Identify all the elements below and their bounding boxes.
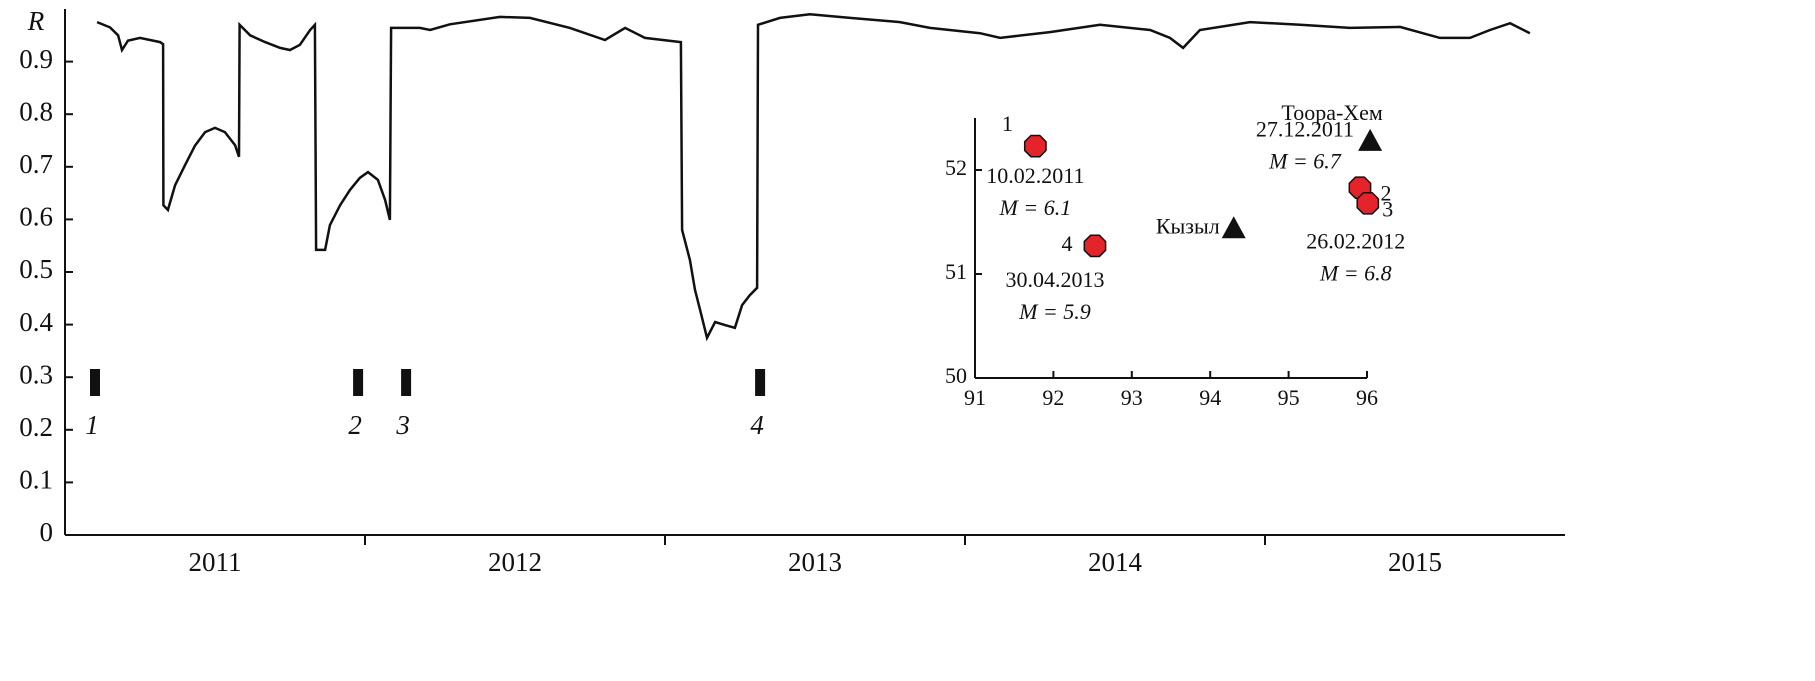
station-label: Кызыл bbox=[1156, 213, 1220, 238]
x-category-label: 2011 bbox=[189, 547, 242, 577]
y-axis-label: R bbox=[27, 6, 45, 36]
epicenter-label: 4 bbox=[1061, 231, 1072, 256]
epicenter-date: 27.12.2011 bbox=[1256, 117, 1354, 142]
inset-x-tick-label: 95 bbox=[1278, 385, 1300, 410]
y-tick-label: 0.9 bbox=[19, 44, 53, 74]
y-tick-label: 0 bbox=[40, 517, 54, 547]
inset-y-tick-label: 52 bbox=[945, 155, 967, 180]
x-category-label: 2015 bbox=[1388, 547, 1442, 577]
epicenter-date: 30.04.2013 bbox=[1005, 267, 1104, 292]
y-tick-label: 0.7 bbox=[19, 149, 53, 179]
event-label: 2 bbox=[348, 410, 362, 440]
epicenter-label: 2 bbox=[1380, 181, 1391, 206]
epicenter-date: 10.02.2011 bbox=[986, 163, 1084, 188]
inset-x-tick-label: 91 bbox=[964, 385, 986, 410]
y-tick-label: 0.5 bbox=[19, 254, 53, 284]
epicenter bbox=[1083, 234, 1107, 258]
inset-chart: 91 92 93 94 95 96 50 51 52 1 10.02.2011 M = 6.1 2 27.… bbox=[945, 100, 1405, 410]
inset-x-tick-label: 92 bbox=[1042, 385, 1064, 410]
x-category-label: 2013 bbox=[788, 547, 842, 577]
inset-y-tick-label: 50 bbox=[945, 363, 967, 388]
station bbox=[1221, 216, 1246, 239]
x-category-label: 2012 bbox=[488, 547, 542, 577]
y-tick-label: 0.6 bbox=[19, 202, 53, 232]
y-tick-label: 0.1 bbox=[19, 465, 53, 495]
inset-y-tick-label: 51 bbox=[945, 259, 967, 284]
data-line bbox=[96, 13, 1531, 342]
y-tick-label: 0.3 bbox=[19, 359, 53, 389]
station-label: Тоора-Хем bbox=[1281, 100, 1383, 125]
y-tick-label: 0.8 bbox=[19, 96, 53, 126]
event-marker bbox=[755, 369, 766, 396]
epicenter bbox=[1356, 191, 1380, 215]
inset-x-tick-label: 94 bbox=[1199, 385, 1221, 410]
event-marker bbox=[401, 369, 412, 396]
event-marker bbox=[353, 369, 364, 396]
y-tick-label: 0.2 bbox=[19, 412, 53, 442]
event-label: 4 bbox=[750, 410, 764, 440]
epicenter-magnitude: M = 6.8 bbox=[1319, 260, 1392, 285]
epicenter-date: 26.02.2012 bbox=[1306, 228, 1405, 253]
epicenter-label: 3 bbox=[1382, 196, 1393, 221]
event-label: 3 bbox=[395, 410, 410, 440]
event-label: 1 bbox=[85, 410, 99, 440]
epicenter-magnitude: M = 6.7 bbox=[1268, 149, 1342, 174]
epicenter-label: 1 bbox=[1002, 111, 1013, 136]
x-category-label: 2014 bbox=[1088, 547, 1143, 577]
inset-x-tick-label: 96 bbox=[1356, 385, 1378, 410]
inset-x-tick-label: 93 bbox=[1121, 385, 1143, 410]
event-marker bbox=[90, 369, 100, 396]
epicenter bbox=[1023, 134, 1047, 158]
station bbox=[1358, 128, 1383, 151]
epicenter-magnitude: M = 5.9 bbox=[1018, 299, 1091, 324]
epicenter-magnitude: M = 6.1 bbox=[999, 195, 1072, 220]
y-tick-label: 0.4 bbox=[19, 307, 53, 337]
